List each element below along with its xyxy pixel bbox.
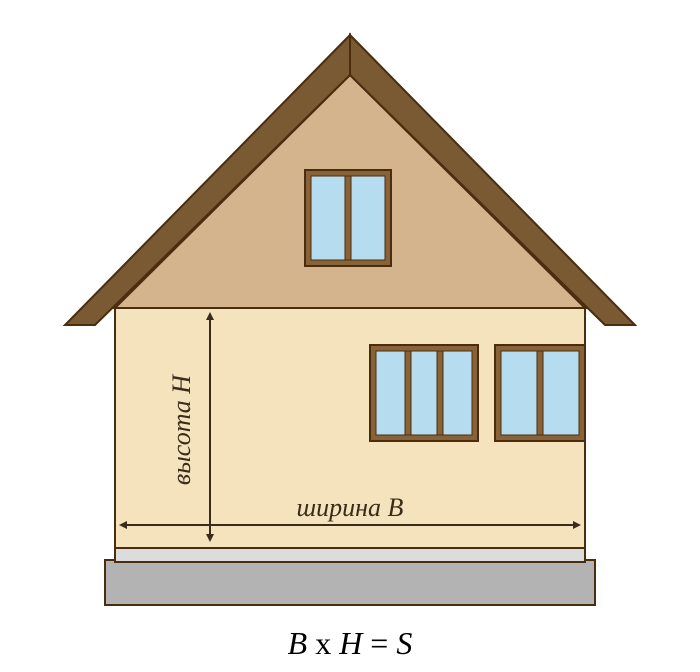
- formula-text: B x H = S: [0, 625, 700, 662]
- window-attic: [305, 170, 391, 266]
- dim-width-label: ширина B: [297, 493, 404, 522]
- house-diagram: высота H ширина B B x H = S: [0, 0, 700, 672]
- window-ground-2: [495, 345, 585, 441]
- foundation-plinth: [115, 548, 585, 562]
- foundation-slab: [105, 560, 595, 605]
- window-ground-1: [370, 345, 478, 441]
- dim-height-label: высота H: [167, 374, 196, 485]
